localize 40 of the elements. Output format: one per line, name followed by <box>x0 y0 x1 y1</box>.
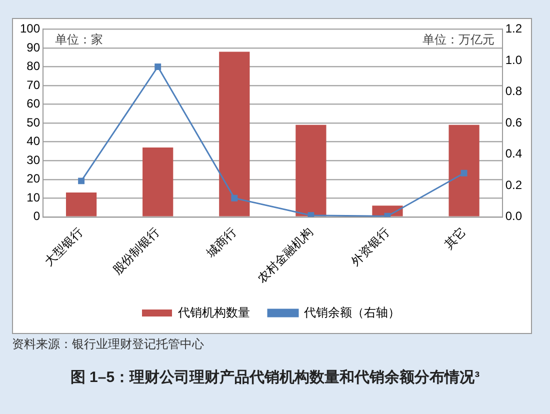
x-tick-label: 其它 <box>442 224 469 252</box>
point <box>231 194 238 202</box>
y2-tick-label: 0.6 <box>505 115 522 130</box>
y-tick-label: 50 <box>26 115 40 130</box>
bar <box>296 124 326 216</box>
bar <box>448 124 480 216</box>
y-tick-label: 30 <box>26 152 40 167</box>
y-tick-label: 20 <box>26 172 40 186</box>
x-tick-label: 股份制银行 <box>110 224 162 277</box>
y2-tick-label: 0.8 <box>505 84 522 98</box>
point <box>154 64 162 70</box>
point <box>308 212 314 217</box>
annotation: 单位：家 <box>55 32 104 47</box>
y-tick-label: 100 <box>20 22 40 36</box>
y-tick-label: 40 <box>26 134 40 148</box>
y-tick-label: 60 <box>26 96 40 111</box>
y-tick-label: 70 <box>26 78 40 92</box>
y2-tick-label: 0.0 <box>505 209 522 224</box>
point <box>460 170 468 176</box>
text: 图 1–5：理财公司理财产品代销机构数量和代销余额分布情况³ <box>69 368 481 387</box>
y2-tick-label: 1.0 <box>505 52 522 67</box>
y2-tick-label: 0.4 <box>505 146 522 161</box>
legend-label: 代销余额（右轴） <box>303 305 400 320</box>
legend-label: 代销机构数量 <box>177 305 250 320</box>
y-tick-label: 10 <box>26 190 40 204</box>
bar <box>142 147 174 216</box>
annotation: 单位：万亿元 <box>422 32 494 47</box>
bar <box>219 52 250 216</box>
x-tick-label: 外资银行 <box>348 224 392 268</box>
text: 资料来源：银行业理财登记托管中心 <box>12 336 204 353</box>
bar <box>66 192 97 216</box>
x-tick-label: 城商行 <box>202 224 239 261</box>
y-tick-label: 0 <box>33 209 40 224</box>
point <box>78 178 85 184</box>
x-tick-label: 农村金融机构 <box>254 224 316 286</box>
y2-tick-label: 1.2 <box>505 22 522 36</box>
x-tick-label: 大型银行 <box>42 224 86 268</box>
y-tick-label: 90 <box>26 40 40 54</box>
y-tick-label: 80 <box>26 59 40 74</box>
y2-tick-label: 0.2 <box>505 178 522 192</box>
